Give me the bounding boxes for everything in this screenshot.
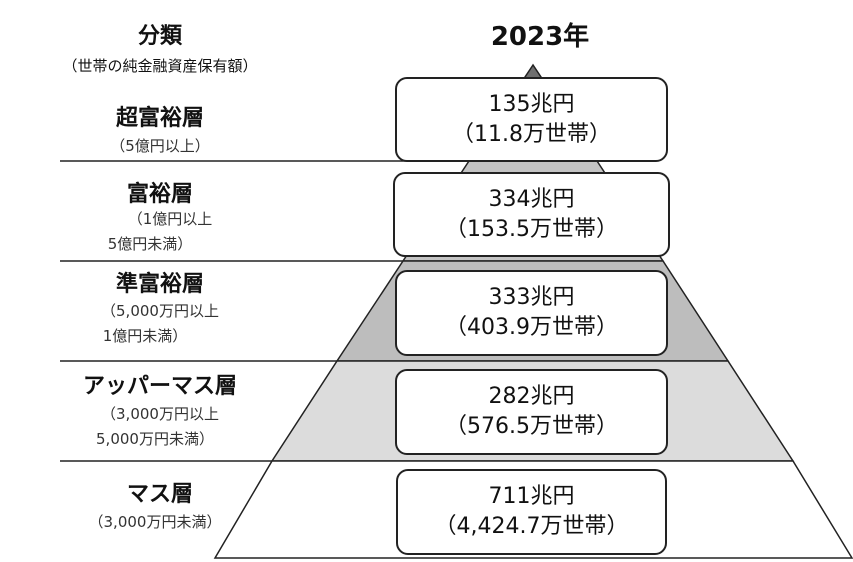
households-value: （403.9万世帯） [445, 315, 618, 340]
assets-value: 135兆円 [488, 91, 575, 117]
value-box-mass: 711兆円 （4,424.7万世帯） [396, 469, 667, 555]
value-box-ultra-wealthy: 135兆円 （11.8万世帯） [395, 77, 668, 162]
households-value: （4,424.7万世帯） [434, 514, 629, 539]
tier-name-ultra-wealthy: 超富裕層 [115, 106, 204, 131]
category-subtitle: （世帯の純金融資産保有額） [62, 57, 258, 75]
tier-range: 1億円未満） [102, 327, 188, 345]
tier-name-semi-wealthy: 準富裕層 [115, 272, 204, 297]
year-heading: 2023年 [490, 22, 590, 52]
tier-range: （5億円以上） [110, 137, 210, 155]
tier-range: 5,000万円未満） [96, 430, 214, 448]
value-box-upper-mass: 282兆円 （576.5万世帯） [395, 369, 668, 455]
assets-value: 282兆円 [488, 384, 575, 409]
value-box-semi-wealthy: 333兆円 （403.9万世帯） [395, 270, 668, 356]
tier-range: （5,000万円以上 [101, 302, 219, 320]
tier-name-upper-mass: アッパーマス層 [82, 374, 237, 399]
tier-range: （3,000万円以上 [101, 405, 219, 423]
tier-range: 5億円未満） [107, 235, 193, 253]
assets-value: 711兆円 [488, 484, 575, 509]
households-value: （11.8万世帯） [452, 121, 611, 147]
households-value: （576.5万世帯） [445, 414, 618, 439]
value-box-wealthy: 334兆円 （153.5万世帯） [393, 172, 670, 257]
tier-range: （1億円以上 [127, 210, 213, 228]
tier-range: （3,000万円未満） [88, 513, 222, 531]
assets-value: 333兆円 [488, 285, 575, 310]
tier-name-mass: マス層 [126, 482, 193, 507]
households-value: （153.5万世帯） [445, 216, 618, 242]
category-title: 分類 [137, 24, 182, 49]
assets-value: 334兆円 [488, 186, 575, 212]
tier-name-wealthy: 富裕層 [126, 182, 193, 207]
